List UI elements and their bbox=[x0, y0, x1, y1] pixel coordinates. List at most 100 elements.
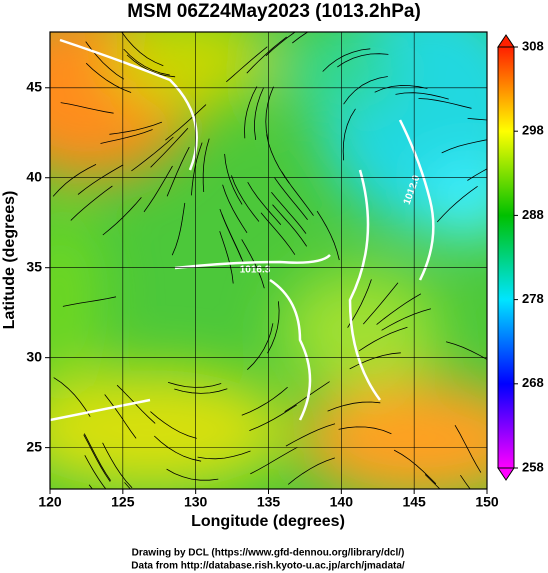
colorbar-tick-label: 268 bbox=[522, 375, 544, 390]
colorbar-tick-label: 298 bbox=[522, 123, 544, 138]
streamline bbox=[337, 53, 389, 68]
streamline bbox=[327, 401, 381, 412]
streamline bbox=[362, 282, 399, 325]
streamline bbox=[143, 165, 173, 213]
streamline bbox=[436, 185, 478, 223]
x-tick-label: 150 bbox=[475, 494, 499, 510]
streamline bbox=[271, 191, 307, 234]
y-axis-label: Latitude (degrees) bbox=[1, 191, 18, 330]
streamline bbox=[376, 293, 422, 325]
streamline bbox=[109, 121, 163, 135]
streamline bbox=[83, 433, 112, 481]
streamline bbox=[292, 32, 309, 44]
streamline bbox=[219, 208, 242, 259]
streamline bbox=[104, 394, 137, 439]
streamline bbox=[165, 104, 207, 141]
streamline bbox=[167, 382, 222, 388]
streamline bbox=[273, 177, 308, 220]
streamline bbox=[166, 146, 190, 197]
streamline bbox=[454, 425, 482, 473]
streamline bbox=[60, 102, 114, 114]
streamline bbox=[285, 423, 336, 447]
streamline bbox=[83, 434, 111, 482]
streamline bbox=[150, 411, 197, 439]
streamline bbox=[244, 86, 258, 139]
streamline bbox=[85, 41, 125, 80]
x-tick-label: 145 bbox=[402, 494, 426, 510]
streamline bbox=[250, 446, 298, 475]
streamline bbox=[70, 185, 113, 221]
streamline bbox=[358, 326, 408, 352]
streamline bbox=[102, 442, 133, 489]
x-axis-label: Longitude (degrees) bbox=[191, 513, 345, 530]
streamline bbox=[84, 455, 107, 489]
streamline bbox=[191, 142, 203, 196]
streamline bbox=[53, 377, 91, 417]
streamline bbox=[202, 138, 210, 193]
colorbar-tick-label: 278 bbox=[522, 291, 544, 306]
streamline bbox=[171, 202, 186, 256]
streamline bbox=[395, 92, 449, 100]
field bbox=[50, 32, 487, 489]
streamline bbox=[226, 46, 268, 83]
streamline bbox=[441, 139, 487, 154]
credit: Drawing by DCL (https://www.gfd-dennou.o… bbox=[132, 548, 405, 559]
streamline bbox=[381, 308, 432, 331]
streamline bbox=[267, 301, 280, 354]
streamline bbox=[260, 212, 296, 255]
x-tick-label: 135 bbox=[257, 494, 281, 510]
streamline bbox=[249, 404, 297, 431]
streamline bbox=[174, 388, 228, 394]
x-tick-label: 140 bbox=[330, 494, 354, 510]
x-tick-label: 125 bbox=[111, 494, 135, 510]
streamline bbox=[342, 108, 356, 161]
streamline bbox=[272, 204, 308, 247]
streamline bbox=[246, 36, 287, 74]
streamline bbox=[166, 468, 219, 481]
streamline bbox=[77, 164, 124, 195]
streamline bbox=[131, 136, 174, 172]
streamline bbox=[123, 48, 170, 76]
streamline bbox=[154, 435, 202, 462]
colorbar-tick-label: 308 bbox=[522, 38, 544, 53]
streamline bbox=[424, 474, 441, 489]
streamline bbox=[116, 384, 156, 424]
y-tick-label: 45 bbox=[26, 78, 42, 94]
streamline bbox=[393, 449, 437, 485]
streamline bbox=[126, 54, 176, 78]
streamline bbox=[121, 32, 164, 67]
x-tick-label: 130 bbox=[184, 494, 208, 510]
y-tick-label: 30 bbox=[26, 348, 42, 364]
streamline bbox=[197, 450, 251, 460]
streamline bbox=[338, 426, 392, 435]
streamline bbox=[254, 87, 265, 140]
streamline bbox=[316, 210, 340, 261]
streamline bbox=[247, 323, 274, 370]
streamline bbox=[467, 118, 487, 121]
streamline bbox=[287, 457, 335, 485]
streamline bbox=[281, 171, 314, 216]
y-tick-label: 35 bbox=[26, 258, 42, 274]
streamline bbox=[231, 175, 260, 222]
streamline bbox=[247, 181, 282, 225]
streamline bbox=[343, 76, 388, 105]
colorbar-extension bbox=[497, 34, 515, 48]
streamline bbox=[467, 168, 487, 181]
contour-label: 1016.3 bbox=[240, 265, 271, 276]
streamline bbox=[460, 474, 471, 489]
streamline bbox=[445, 341, 487, 360]
y-tick-label: 25 bbox=[26, 438, 42, 454]
streamline bbox=[418, 98, 472, 109]
streamline bbox=[224, 153, 243, 205]
y-tick-label: 40 bbox=[26, 168, 42, 184]
title: MSM 06Z24May2023 (1013.2hPa) bbox=[127, 1, 421, 22]
colorbar-tick-label: 288 bbox=[522, 207, 544, 222]
streamline bbox=[265, 86, 274, 140]
x-tick-label: 120 bbox=[38, 494, 62, 510]
streamline bbox=[100, 129, 153, 144]
streamline bbox=[241, 386, 288, 416]
streamline bbox=[349, 352, 401, 370]
streamline bbox=[265, 32, 296, 57]
streamline bbox=[347, 279, 372, 328]
